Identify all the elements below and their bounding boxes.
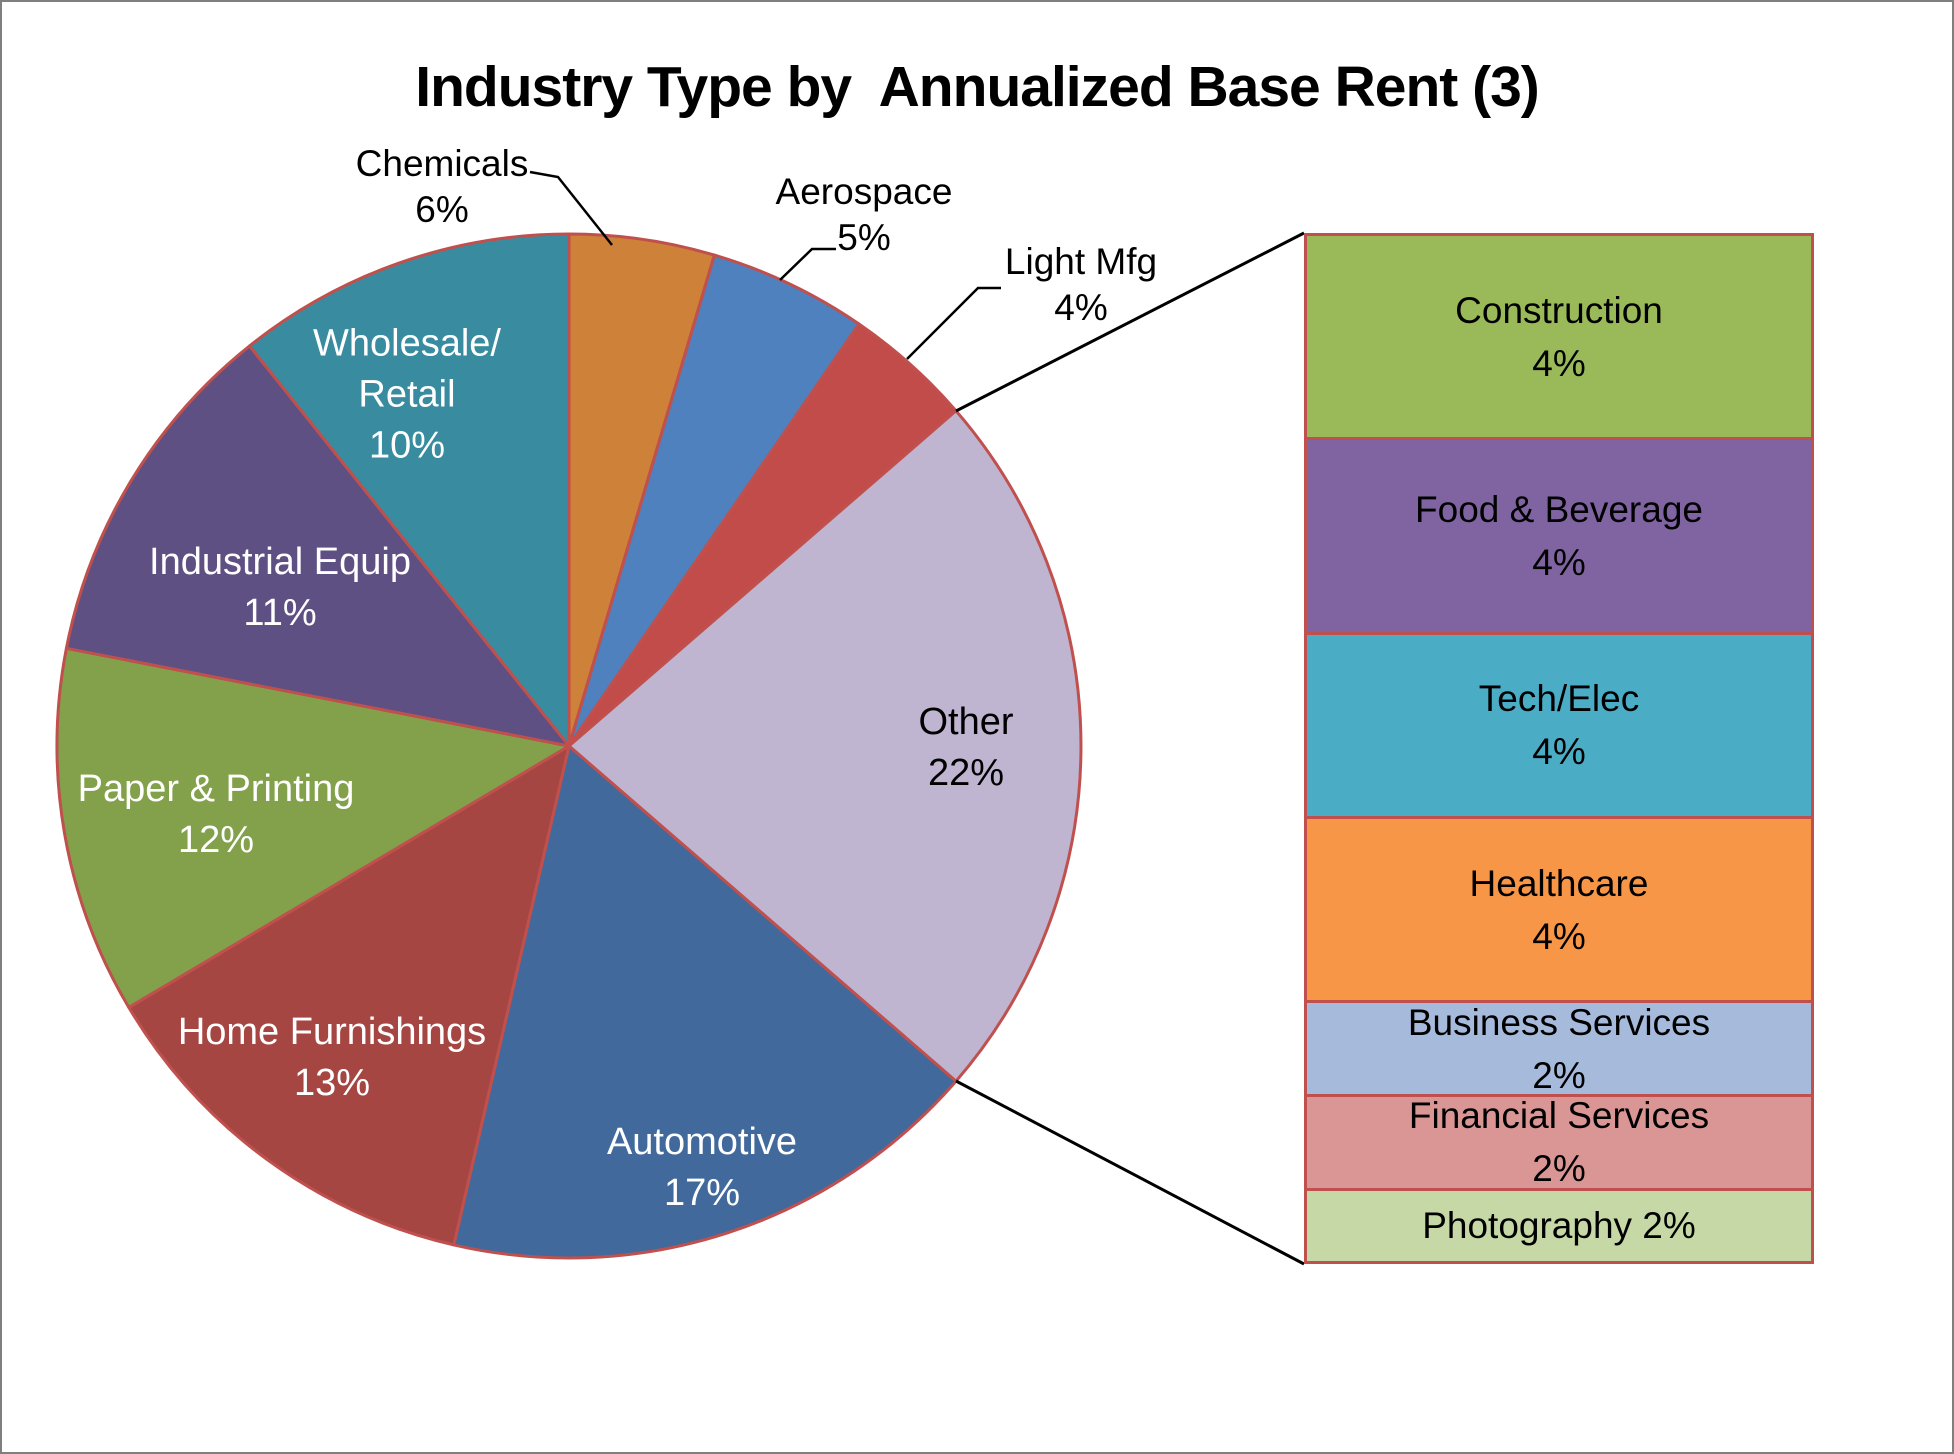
bar-segment-photography: Photography 2%: [1307, 1187, 1811, 1261]
label-leader-line-aerospace: [779, 247, 836, 281]
bar-segment-label-line: 4%: [1532, 915, 1586, 957]
pie-label-line: Industrial Equip: [149, 541, 411, 583]
bar-segment-label-line: Financial Services: [1408, 1095, 1710, 1137]
breakout-connector-line-bottom: [955, 1079, 1305, 1266]
pie-label-line: 6%: [415, 189, 469, 230]
pie-label-chemicals: Chemicals 6%: [356, 141, 529, 233]
pie-label-line: Retail: [358, 373, 456, 416]
bar-segment-label-line: 4%: [1532, 542, 1586, 584]
pie-label-line: 4%: [1054, 287, 1108, 328]
bar-segment-label-line: Photography 2%: [1422, 1205, 1696, 1247]
bar-segment-label-line: 2%: [1532, 1054, 1586, 1094]
bar-segment-business-services: Business Services 2%: [1307, 1000, 1811, 1094]
bar-segment-food-beverage: Food & Beverage 4%: [1307, 437, 1811, 632]
bar-segment-label-line: 4%: [1532, 342, 1586, 384]
pie-slice-automotive: [452, 744, 958, 1260]
pie-label-line: Home Furnishings: [177, 1011, 487, 1053]
bar-segment-label-line: Healthcare: [1469, 862, 1649, 904]
breakout-connector-line-top: [955, 231, 1305, 413]
pie-label-line: 10%: [368, 424, 446, 467]
pie-label-line: Chemicals: [355, 143, 529, 184]
pie-label-line: 17%: [663, 1172, 741, 1214]
pie-label-line: Light Mfg: [1004, 241, 1158, 282]
pie-label-automotive: Automotive 17%: [607, 1117, 797, 1219]
pie-slice-home-furnishings: [127, 744, 571, 1247]
bar-segment-label-line: Business Services: [1407, 1001, 1711, 1043]
bar-segment-healthcare: Healthcare 4%: [1307, 816, 1811, 1001]
bar-segment-tech-elec: Tech/Elec 4%: [1307, 631, 1811, 816]
chart-title: Industry Type by Annualized Base Rent (3…: [415, 55, 1540, 119]
pie-label-aerospace: Aerospace 5%: [776, 169, 953, 261]
pie-label-home-furnishings: Home Furnishings 13%: [178, 1007, 486, 1109]
pie-label-paper-printing: Paper & Printing 12%: [78, 764, 355, 866]
pie-label-line: 13%: [293, 1062, 371, 1104]
bar-segment-label-line: Food & Beverage: [1415, 489, 1703, 531]
pie-label-line: Automotive: [606, 1121, 798, 1163]
breakout-bar: Construction 4% Food & Beverage 4% Tech/Elec…: [1304, 233, 1814, 1264]
pie-slice-industrial-equip: [64, 344, 571, 748]
pie-slice-paper-printing: [55, 646, 571, 1009]
pie-label-line: Aerospace: [775, 171, 953, 212]
bar-segment-label-line: Tech/Elec: [1478, 678, 1640, 720]
bar-segment-label-line: 4%: [1532, 731, 1586, 773]
pie-label-line: Paper & Printing: [77, 768, 355, 810]
pie-label-line: Other: [918, 701, 1014, 743]
label-leader-line-light-mfg: [906, 286, 1001, 360]
pie-label-other: Other 22%: [918, 697, 1013, 799]
pie-slice-aerospace: [567, 253, 861, 748]
pie-label-line: 12%: [177, 819, 255, 861]
pie-label-line: Wholesale/: [313, 322, 501, 365]
bar-segment-label-line: Construction: [1455, 289, 1663, 331]
bar-segment-label-line: 2%: [1532, 1148, 1586, 1188]
pie-slice-other: [567, 409, 1083, 1083]
pie-label-wholesale-retail: Wholesale/Retail 10%: [313, 319, 501, 472]
pie-label-line: 22%: [927, 752, 1005, 794]
pie-label-industrial-equip: Industrial Equip 11%: [149, 537, 411, 639]
bar-segment-construction: Construction 4%: [1307, 236, 1811, 438]
pie-label-line: 5%: [837, 217, 891, 258]
pie-slice-wholesale-retail: [248, 232, 571, 748]
pie-label-line: 11%: [243, 592, 317, 634]
label-leader-line-chemicals: [529, 170, 613, 246]
bar-segment-financial-services: Financial Services 2%: [1307, 1093, 1811, 1188]
pie-label-light-mfg: Light Mfg 4%: [1005, 239, 1157, 331]
